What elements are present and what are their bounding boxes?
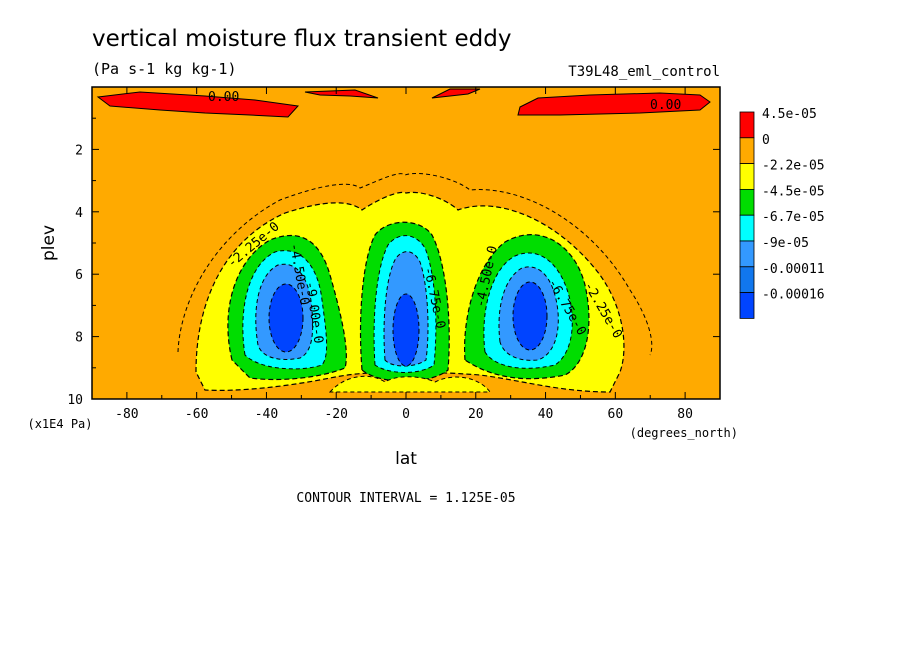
colorbar-label: -4.5e-05	[762, 184, 825, 199]
y-units-label: (x1E4 Pa)	[27, 417, 92, 431]
x-tick-label: -80	[115, 407, 138, 422]
y-tick-label: 4	[75, 206, 83, 221]
colorbar-label: -0.00016	[762, 288, 825, 303]
colorbar-swatch	[739, 266, 755, 293]
min-core-center	[392, 293, 420, 367]
y-tick-label: 10	[67, 393, 83, 408]
x-axis: -80 -60 -40 -20 0 20 40 60 80	[115, 87, 693, 422]
colorbar-swatch	[739, 240, 755, 268]
contour-outer	[177, 172, 653, 356]
min-core-right	[512, 281, 548, 351]
x-tick-label: -20	[324, 407, 347, 422]
positive-region-right	[517, 92, 711, 116]
x-tick-label: 0	[402, 407, 410, 422]
dataset-label: T39L48_eml_control	[568, 64, 720, 80]
y-tick-label: 8	[75, 331, 83, 346]
units-label: (Pa s-1 kg kg-1)	[92, 60, 237, 78]
colorbar-label: -2.2e-05	[762, 159, 825, 174]
colorbar-label: 0	[762, 133, 770, 148]
x-tick-label: 60	[608, 407, 624, 422]
x-tick-label: 40	[538, 407, 554, 422]
contour-label: 0.00	[650, 98, 681, 113]
positive-region-mid-right	[431, 88, 481, 99]
colorbar-swatch	[739, 111, 755, 139]
y-tick-label: 2	[75, 143, 83, 158]
plot-area: 0.00 0.00 -2.25e-0 -4.50e-0 -6.75e-0 -4.…	[91, 86, 721, 400]
x-tick-label: 80	[677, 407, 693, 422]
min-core-left	[268, 283, 304, 353]
contour-label: 0.00	[208, 90, 239, 105]
x-tick-label: 20	[468, 407, 484, 422]
colorbar-swatch	[739, 292, 755, 319]
colorbar: 4.5e-05 0 -2.2e-05 -4.5e-05 -6.7e-05 -9e-05 -0…	[739, 107, 825, 319]
x-tick-label: -60	[185, 407, 208, 422]
positive-region-left	[96, 91, 300, 118]
chart-title: vertical moisture flux transient eddy	[92, 26, 511, 52]
colorbar-label: -0.00011	[762, 262, 825, 277]
colorbar-swatch	[739, 163, 755, 190]
colorbar-swatch	[739, 214, 755, 242]
colorbar-swatch	[739, 137, 755, 165]
y-axis: 2 4 6 8 10	[67, 117, 720, 408]
colorbar-label: -9e-05	[762, 236, 809, 251]
contour-interval-label: CONTOUR INTERVAL = 1.125E-05	[296, 491, 515, 506]
x-axis-label: lat	[395, 449, 417, 469]
x-tick-label: -40	[255, 407, 278, 422]
colorbar-swatch	[739, 188, 755, 216]
colorbar-label: 4.5e-05	[762, 107, 817, 122]
x-units-label: (degrees_north)	[630, 426, 738, 440]
colorbar-label: -6.7e-05	[762, 210, 825, 225]
band-yellow-surface	[328, 375, 491, 393]
y-axis-label: plev	[39, 225, 59, 261]
y-tick-label: 6	[75, 268, 83, 283]
positive-region-mid-left	[304, 89, 379, 99]
